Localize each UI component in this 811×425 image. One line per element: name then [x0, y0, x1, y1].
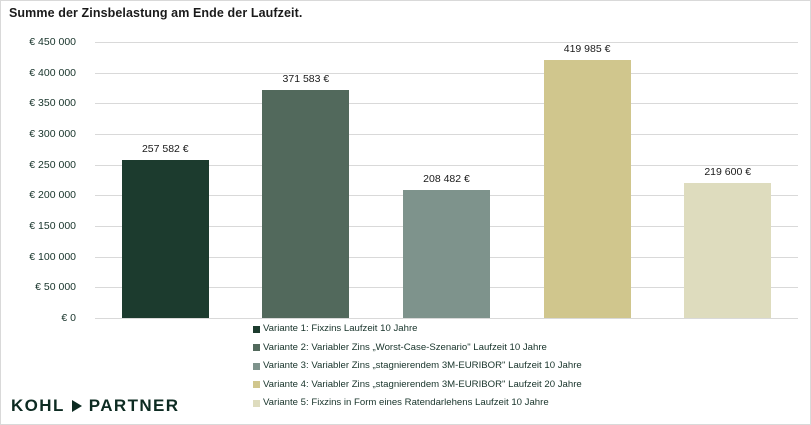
legend-color-swatch — [253, 381, 260, 388]
bar-value-label: 257 582 € — [141, 143, 189, 156]
y-axis-tick-label: € 200 000 — [29, 189, 76, 202]
gridline — [95, 134, 798, 135]
legend-item-3[interactable]: Variante 3: Variabler Zins „stagnierende… — [253, 360, 582, 372]
legend-item-label: Variante 2: Variabler Zins „Worst-Case-S… — [263, 341, 547, 353]
legend-color-swatch — [253, 399, 260, 407]
logo-text-kohl: KOHL — [11, 396, 65, 415]
y-axis-tick-label: € 150 000 — [29, 220, 76, 232]
legend-color-swatch — [253, 325, 260, 333]
legend-item-4[interactable]: Variante 4: Variabler Zins „stagnierende… — [253, 379, 582, 391]
chart-legend: Variante 1: Fixzins Laufzeit 10 Jahre Var… — [253, 323, 582, 409]
legend-item-label: Variante 5: Fixzins in Form eines Ratend… — [263, 397, 549, 408]
y-axis-tick-label: € 350 000 — [29, 97, 76, 110]
y-axis-tick-label: € 0 — [61, 312, 76, 324]
gridline — [95, 164, 798, 166]
y-axis-tick-label: € 450 000 — [29, 36, 76, 48]
gridline — [95, 72, 798, 74]
bar-2[interactable] — [262, 90, 350, 318]
legend-item-1[interactable]: Variante 1: Fixzins Laufzeit 10 Jahre — [253, 323, 582, 335]
y-axis-tick-label: € 100 000 — [29, 250, 76, 263]
bar-3[interactable] — [403, 190, 490, 318]
gridline — [95, 318, 798, 319]
legend-item-2[interactable]: Variante 2: Variabler Zins „Worst-Case-S… — [253, 342, 582, 354]
y-axis-tick-label: € 400 000 — [29, 66, 76, 79]
legend-item-label: Variante 4: Variabler Zins „stagnierende… — [263, 378, 582, 390]
y-axis-tick-label: € 300 000 — [29, 128, 76, 140]
gridline — [95, 42, 798, 43]
bar-value-label: 208 482 € — [423, 173, 470, 186]
plot-area: € 450 000 € 400 000 € 350 000 € 300 000 € 25… — [29, 36, 798, 324]
bar-4[interactable] — [543, 60, 631, 318]
legend-item-5[interactable]: Variante 5: Fixzins in Form eines Ratend… — [253, 397, 582, 409]
y-axis-tick-label: € 50 000 — [35, 281, 76, 294]
legend-item-label: Variante 1: Fixzins Laufzeit 10 Jahre — [263, 323, 418, 334]
bar-1[interactable] — [121, 160, 209, 318]
legend-color-swatch — [253, 362, 260, 370]
bar-5[interactable] — [684, 183, 772, 318]
gridline — [95, 103, 798, 105]
triangle-right-icon — [71, 399, 82, 412]
page-title: Summe der Zinsbelastung am Ende der Lauf… — [9, 6, 303, 20]
bar-value-label: 219 600 € — [704, 166, 752, 179]
legend-color-swatch — [253, 344, 260, 351]
logo-text-partner: PARTNER — [88, 396, 180, 415]
bar-value-label: 419 985 € — [563, 43, 611, 56]
bar-value-label: 371 583 € — [282, 73, 330, 86]
legend-item-label: Variante 3: Variabler Zins „stagnierende… — [263, 360, 582, 371]
brand-logo: KOHL PARTNER — [11, 397, 179, 414]
y-axis-tick-label: € 250 000 — [29, 158, 76, 171]
